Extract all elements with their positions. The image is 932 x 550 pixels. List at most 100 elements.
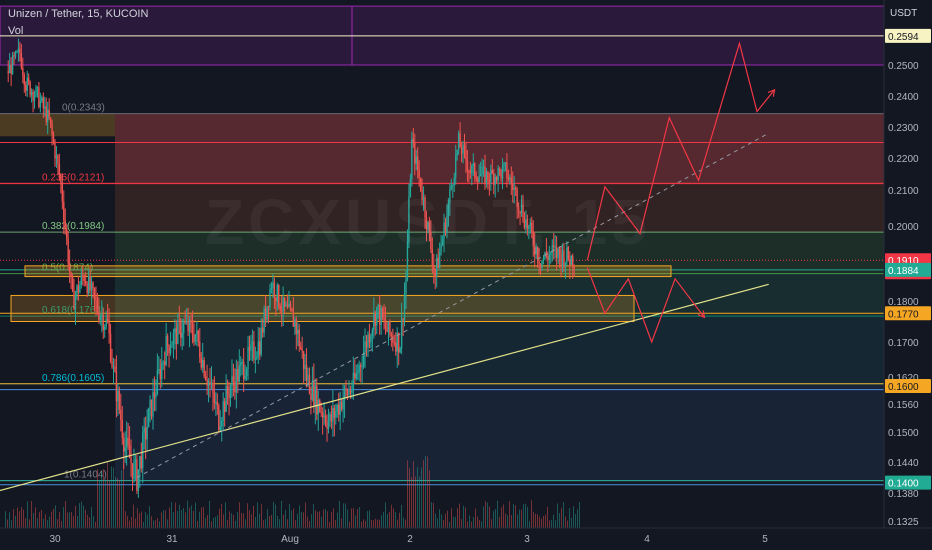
volume-bar <box>557 503 558 528</box>
candle-body <box>74 295 77 310</box>
volume-bar <box>213 517 214 528</box>
candle-body <box>348 390 350 395</box>
volume-bar <box>131 516 132 528</box>
candle-body <box>330 414 333 422</box>
volume-bar <box>505 513 506 528</box>
volume-bar <box>35 507 36 528</box>
volume-bar <box>243 513 244 528</box>
candle-body <box>447 203 450 216</box>
candle-body <box>111 360 113 367</box>
volume-bar <box>269 515 270 528</box>
candle-body <box>304 364 306 370</box>
candle-body <box>77 285 80 293</box>
volume-bar <box>277 515 278 528</box>
price-tick-label: 0.1800 <box>888 297 919 308</box>
volume-bar <box>395 511 396 528</box>
volume-bar <box>225 502 226 528</box>
candle-body <box>266 306 268 320</box>
candle-body <box>567 247 570 259</box>
volume-indicator-label[interactable]: Vol <box>8 25 24 37</box>
candle-body <box>237 369 239 382</box>
volume-bar <box>577 509 578 528</box>
candle-body <box>536 247 539 262</box>
volume-bar <box>173 511 174 528</box>
candle-body <box>168 345 170 354</box>
fib-level-label: 1(0.1404) <box>64 470 107 481</box>
candle-body <box>39 100 42 108</box>
volume-bar <box>405 519 406 528</box>
candle-body <box>481 166 483 174</box>
candle-body <box>275 297 277 302</box>
candle-body <box>171 344 173 348</box>
volume-bar <box>435 513 436 528</box>
candle-body <box>231 376 233 387</box>
volume-bar <box>273 501 274 528</box>
volume-bar <box>495 509 496 528</box>
volume-bar <box>229 511 230 528</box>
candle-body <box>566 247 568 263</box>
volume-bar <box>385 502 386 528</box>
ascending-trend-line <box>0 283 769 492</box>
volume-bar <box>355 515 356 528</box>
volume-bar <box>521 509 522 528</box>
volume-bar <box>63 507 64 528</box>
candle-body <box>285 304 287 306</box>
candle-body <box>554 246 556 248</box>
candle-body <box>204 376 207 380</box>
candle-body <box>468 170 470 172</box>
candle-body <box>472 163 474 166</box>
volume-bar <box>157 517 158 528</box>
candle-body <box>254 358 257 360</box>
volume-bar <box>469 515 470 528</box>
volume-bar <box>253 505 254 528</box>
volume-bar <box>205 517 206 528</box>
candle-body <box>52 134 55 143</box>
candle-body <box>202 359 204 368</box>
candle-body <box>498 168 501 171</box>
candle-body <box>155 393 157 398</box>
candle-body <box>292 311 295 327</box>
candle-body <box>335 411 337 418</box>
volume-bar <box>297 513 298 528</box>
volume-bar <box>79 503 80 528</box>
candle-body <box>414 142 416 164</box>
candle-body <box>196 330 198 335</box>
volume-bar <box>313 504 314 528</box>
volume-bar <box>117 478 118 528</box>
candle-body <box>219 426 221 430</box>
candle-body <box>156 370 159 394</box>
candle-body <box>178 320 181 322</box>
time-tick-label: 5 <box>762 534 768 545</box>
candle-body <box>150 399 153 417</box>
candle-body <box>32 91 34 101</box>
volume-bar <box>231 513 232 528</box>
candle-body <box>415 156 417 164</box>
candle-body <box>354 372 356 379</box>
volume-bar <box>493 510 494 528</box>
candle-body <box>402 318 404 321</box>
volume-bar <box>207 515 208 528</box>
candle-body <box>117 390 119 402</box>
candle-body <box>261 327 264 333</box>
candle-body <box>64 220 66 229</box>
candle-body <box>405 278 407 295</box>
candle-body <box>510 177 512 184</box>
candle-body <box>495 176 498 181</box>
volume-bar <box>125 511 126 528</box>
candle-body <box>183 322 185 334</box>
candle-body <box>159 369 161 380</box>
volume-bar <box>219 508 220 528</box>
volume-bar <box>159 521 160 528</box>
volume-bar <box>573 506 574 528</box>
candle-body <box>124 447 126 452</box>
volume-bar <box>329 521 330 528</box>
candle-body <box>357 372 359 374</box>
candle-body <box>136 459 138 491</box>
candle-body <box>387 321 390 332</box>
volume-bar <box>529 521 530 528</box>
volume-bar <box>567 520 568 528</box>
candle-body <box>295 319 298 334</box>
volume-bar <box>305 502 306 528</box>
price-tick-label: 0.2200 <box>888 154 919 165</box>
